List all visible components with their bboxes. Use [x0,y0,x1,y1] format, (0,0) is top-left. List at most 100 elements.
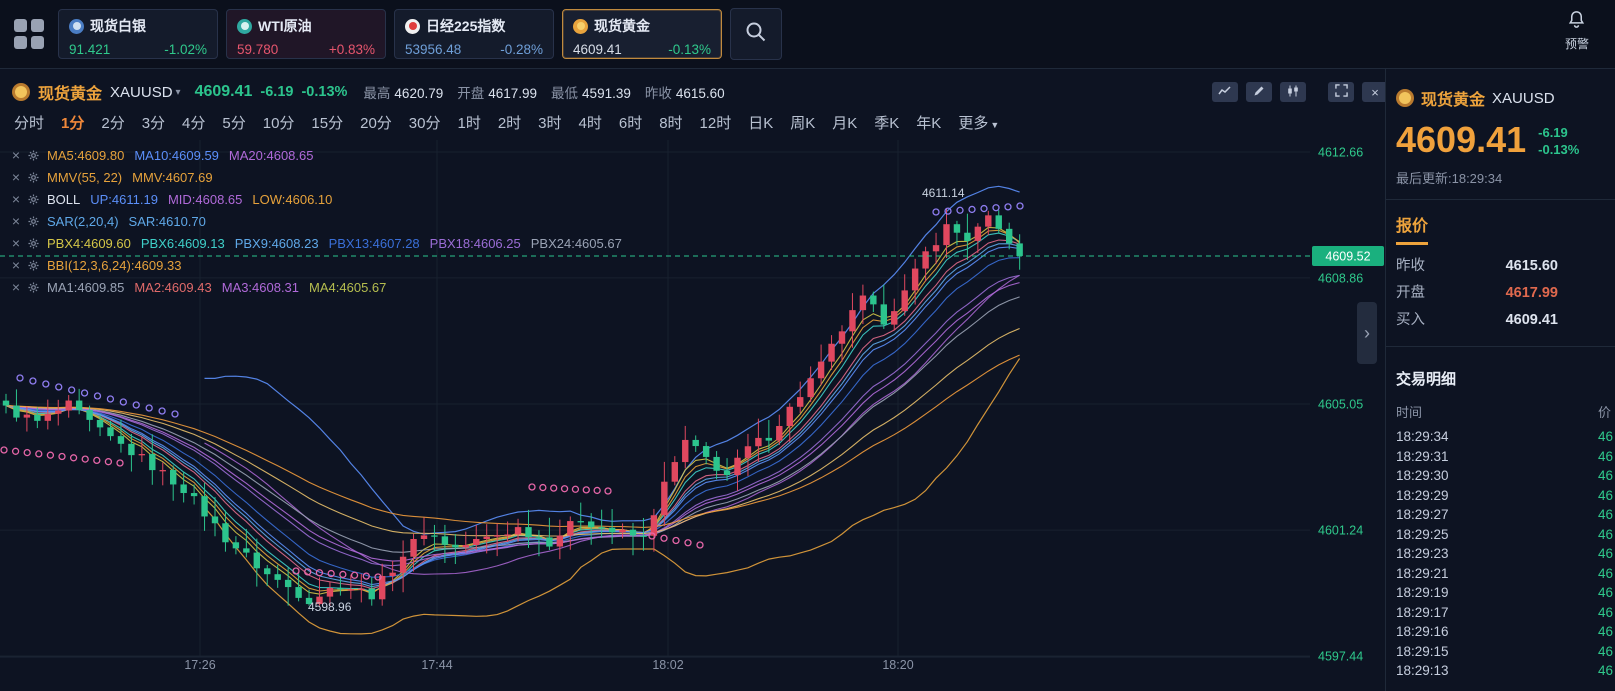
chart-header: 现货黄金 XAUUSD ▾ 4609.41 -6.19 -0.13% 最高 462… [12,80,739,104]
timeframe-1时[interactable]: 1时 [457,114,481,132]
price-alert-button[interactable]: 预警 [1565,10,1589,52]
indicator-value: UP:4611.19 [90,191,158,207]
chevron-right-icon: › [1364,322,1370,343]
sidebar-price-row: 4609.41 -6.19 -0.13% [1386,110,1615,158]
timeframe-20分[interactable]: 20分 [360,114,392,132]
trade-row: 18:29:16 46 [1396,624,1614,639]
indicator-settings-icon[interactable] [28,193,39,205]
ticker-card-silver[interactable]: 现货白银 91.421 -1.02% [58,9,218,59]
timeframe-年K[interactable]: 年K [916,114,942,132]
trade-row: 18:29:25 46 [1396,526,1614,542]
timeframe-more[interactable]: 更多 ▼ [958,114,1000,132]
ticker-card-wti[interactable]: WTI原油 59.780 +0.83% [226,9,386,59]
timeframe-4时[interactable]: 4时 [578,114,602,132]
indicator-settings-icon[interactable] [28,237,39,249]
timeframe-12时[interactable]: 12时 [699,114,732,132]
timeframe-10分[interactable]: 10分 [262,114,295,132]
timeframe-3时[interactable]: 3时 [538,114,562,132]
ticker-card-gold[interactable]: 现货黄金 4609.41 -0.13% [562,9,722,59]
ticker-card-nikkei225[interactable]: 日经225指数 53956.48 -0.28% [394,9,554,59]
svg-text:17:26: 17:26 [184,658,215,672]
trade-row: 18:29:17 46 [1396,604,1614,620]
apps-menu-button[interactable] [14,19,44,49]
timeframe-月K[interactable]: 月K [832,114,858,132]
timeframe-1分[interactable]: 1分 [61,114,85,132]
grid-icon [14,36,27,49]
timeframe-季K[interactable]: 季K [874,114,900,132]
timeframe-3分[interactable]: 3分 [141,114,166,132]
search-button[interactable] [730,8,782,60]
chart-style-button[interactable] [1212,82,1238,102]
indicator-remove-icon[interactable]: × [11,191,21,207]
sidebar-collapse-handle[interactable]: › [1357,302,1377,364]
indicator-value: MA1:4609.85 [47,279,125,295]
indicator-row: × BOLL UP:4611.19 MID:4608.65 LOW:4606.10 [10,188,632,210]
svg-text:4605.05: 4605.05 [1318,398,1363,412]
ticker-name: 日经225指数 [426,18,506,34]
indicator-settings-icon[interactable] [28,149,39,161]
quote-sidebar: 现货黄金 XAUUSD 4609.41 -6.19 -0.13% 最后更新:18… [1385,68,1615,691]
indicator-remove-icon[interactable]: × [11,147,21,163]
timeframe-30分[interactable]: 30分 [408,114,441,132]
timeframe-15分[interactable]: 15分 [311,114,344,132]
indicator-remove-icon[interactable]: × [11,169,21,185]
timeframe-6时[interactable]: 6时 [618,114,643,132]
ticker-change: -1.02% [164,42,207,57]
indicator-row: × MMV(55, 22) MMV:4607.69 [10,166,632,188]
indicator-button[interactable] [1280,82,1306,102]
timeframe-2分[interactable]: 2分 [101,114,125,132]
trade-row: 18:29:30 46 [1396,468,1614,483]
tab-quote[interactable]: 报价 [1396,212,1429,245]
timeframe-分时[interactable]: 分时 [14,114,45,132]
topbar: 现货白银 91.421 -1.02% WTI原油 59.780 +0.83% 日经225指数… [0,0,1615,69]
ticker-change: +0.83% [328,42,375,57]
indicator-value: PBX24:4605.67 [530,235,622,251]
indicator-value: MA5:4609.80 [47,147,125,163]
trade-row: 18:29:13 46 [1396,663,1614,678]
close-chart-button[interactable]: × [1362,82,1388,102]
svg-text:4598.96: 4598.96 [308,600,352,614]
timeframe-周K[interactable]: 周K [790,114,816,132]
indicator-settings-icon[interactable] [28,259,39,271]
timeframe-4分[interactable]: 4分 [182,114,206,132]
indicator-settings-icon[interactable] [28,215,39,227]
close-icon: × [1371,84,1379,100]
indicator-settings-icon[interactable] [28,171,39,183]
oil-drop-icon [237,18,252,34]
indicator-remove-icon[interactable]: × [11,279,21,295]
ticker-name: 现货黄金 [594,18,650,34]
fullscreen-button[interactable] [1328,82,1354,102]
indicator-value: MA3:4608.31 [221,279,300,295]
indicator-row: × SAR(2,20,4) SAR:4610.70 [10,210,632,232]
indicator-remove-icon[interactable]: × [11,257,21,273]
indicator-row: × MA1:4609.85 MA2:4609.43 MA3:4608.31 MA4:46… [10,276,632,298]
indicator-value: PBX4:4609.60 [47,235,131,251]
col-time: 时间 [1396,405,1423,420]
indicator-remove-icon[interactable]: × [11,213,21,229]
ohlc-stat: 昨收 4615.60 [644,85,725,101]
trade-row: 18:29:27 46 [1396,507,1614,522]
svg-text:4597.44: 4597.44 [1318,650,1363,664]
timeframe-日K[interactable]: 日K [748,114,774,132]
timeframe-2时[interactable]: 2时 [497,114,522,132]
search-icon [744,20,768,49]
chart-toolbar: × [1212,82,1388,102]
indicator-value: MA20:4608.65 [228,147,314,163]
draw-tool-button[interactable] [1246,82,1272,102]
candlestick-chart[interactable]: 4609.52 4612.66 4608.86 4605.05 4601.24 4597.… [0,0,1385,691]
indicator-settings-icon[interactable] [28,281,39,293]
indicator-remove-icon[interactable]: × [11,235,21,251]
quote-table: 昨收 4615.60 开盘 4617.99 买入 4609.41 [1386,245,1615,334]
timeframe-5分[interactable]: 5分 [222,114,246,132]
timeframe-8时[interactable]: 8时 [659,114,683,132]
indicator-value: MMV(55, 22) [47,169,123,185]
indicator-value: LOW:4606.10 [252,191,333,207]
symbol-name: 现货黄金 [38,86,103,103]
sidebar-symbol-name: 现货黄金 [1421,92,1486,109]
quote-row: 买入 4609.41 [1396,312,1558,328]
indicator-legend: × MA5:4609.80 MA10:4609.59 MA20:4608.65 × MMV… [10,144,632,298]
expand-icon [1334,84,1348,100]
symbol-selector[interactable]: XAUUSD ▾ [110,84,181,101]
candlestick-icon [1287,85,1299,100]
ticker-change: -0.13% [668,42,711,57]
